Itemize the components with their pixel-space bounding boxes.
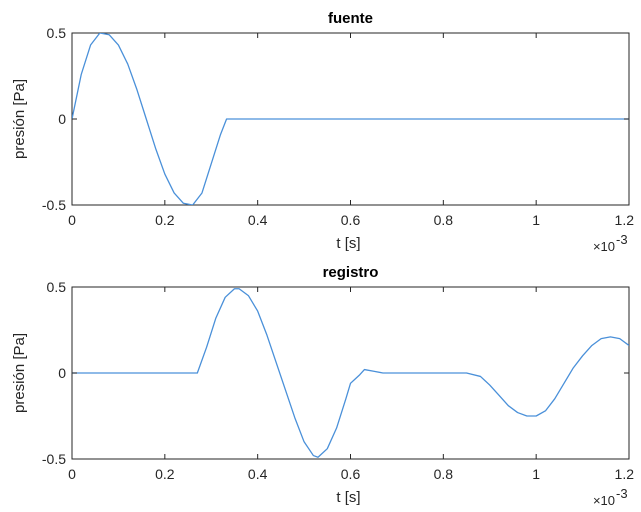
chart-title: fuente — [328, 10, 373, 27]
x-tick-label: 1.2 — [615, 466, 635, 482]
y-axis-label: presión [Pa] — [11, 333, 28, 413]
x-tick-label: 0.8 — [434, 212, 454, 228]
y-tick-label: 0.5 — [47, 279, 67, 295]
y-axis-label: presión [Pa] — [11, 79, 28, 159]
x-tick-label: 1.2 — [615, 212, 635, 228]
y-tick-label: -0.5 — [42, 451, 66, 467]
x-tick-label: 0 — [68, 212, 76, 228]
series-line — [72, 288, 629, 458]
series-line — [72, 33, 629, 205]
x-tick-label: 0.6 — [341, 212, 361, 228]
x-tick-label: 0.2 — [155, 466, 175, 482]
chart-title: registro — [323, 264, 379, 281]
x-axis-multiplier-exponent: -3 — [616, 486, 628, 501]
x-tick-label: 0.4 — [248, 212, 268, 228]
x-axis-multiplier: ×10 — [593, 493, 615, 508]
y-tick-label: 0 — [58, 365, 66, 381]
x-tick-label: 0.8 — [434, 466, 454, 482]
y-tick-label: 0 — [58, 111, 66, 127]
x-tick-label: 0.2 — [155, 212, 175, 228]
x-tick-label: 0.4 — [248, 466, 268, 482]
x-tick-label: 1 — [532, 212, 540, 228]
y-tick-label: -0.5 — [42, 197, 66, 213]
x-axis-multiplier: ×10 — [593, 239, 615, 254]
x-tick-label: 0.6 — [341, 466, 361, 482]
x-axis-multiplier-exponent: -3 — [616, 232, 628, 247]
x-tick-label: 1 — [532, 466, 540, 482]
x-axis-label: t [s] — [336, 235, 360, 252]
y-tick-label: 0.5 — [47, 25, 67, 41]
x-axis-label: t [s] — [336, 489, 360, 506]
x-tick-label: 0 — [68, 466, 76, 482]
